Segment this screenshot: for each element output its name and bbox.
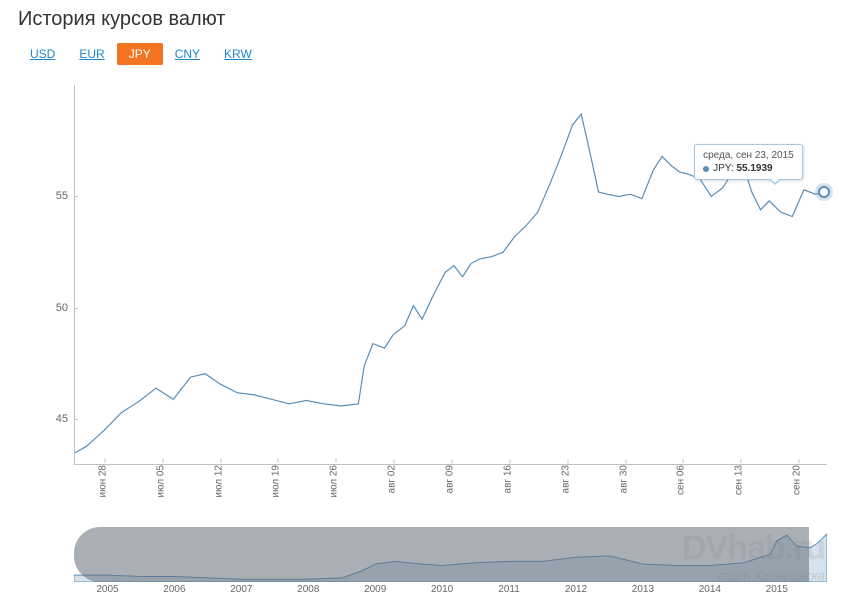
tooltip-dot-icon [703,166,709,172]
tab-jpy[interactable]: JPY [117,43,163,65]
tab-krw[interactable]: KRW [212,43,264,65]
tooltip-arrow-icon [769,179,781,185]
x-tick: авг 09 [445,465,456,493]
chart-container: 455055 среда, сен 23, 2015 JPY: 55.1939 … [18,85,827,515]
hover-marker [818,186,830,198]
y-tick: 55 [18,190,74,202]
x-tick: июл 19 [271,465,282,498]
x-tick: авг 23 [560,465,571,493]
x-tick: июл 12 [213,465,224,498]
tooltip-value: 55.1939 [736,163,772,174]
x-tick: июл 05 [155,465,166,498]
nav-x-tick: 2007 [230,584,252,595]
y-tick: 45 [18,413,74,425]
tab-usd[interactable]: USD [18,43,67,65]
tab-cny[interactable]: CNY [163,43,212,65]
tooltip-value-row: JPY: 55.1939 [703,163,794,174]
x-tick: сен 20 [792,465,803,495]
currency-tabs: USDEURJPYCNYKRW [0,43,845,65]
main-line-svg [75,85,827,464]
navigator-x-axis: 2005 2006 2007 2008 2009 2010 2011 2012 2013 2014… [74,582,827,600]
page-title: История курсов валют [0,0,845,43]
tooltip-date: среда, сен 23, 2015 [703,150,794,161]
nav-x-tick: 2006 [163,584,185,595]
x-tick: сен 13 [734,465,745,495]
tooltip-series: JPY: [713,163,734,174]
nav-x-tick: 2014 [699,584,721,595]
x-tick: авг 16 [502,465,513,493]
nav-x-tick: 2005 [96,584,118,595]
y-tick: 50 [18,302,74,314]
x-axis: июн 28 июл 05 июл 12 июл 19 июл 26 авг 02 авг … [74,465,827,515]
tooltip: среда, сен 23, 2015 JPY: 55.1939 [694,144,803,180]
navigator-chart[interactable] [74,527,827,582]
x-tick: июн 28 [97,465,108,498]
tab-eur[interactable]: EUR [67,43,116,65]
navigator-mask-left[interactable] [74,527,809,582]
x-tick: сен 06 [676,465,687,495]
nav-x-tick: 2010 [431,584,453,595]
y-axis: 45 50 55 [18,85,74,515]
nav-x-tick: 2013 [632,584,654,595]
nav-x-tick: 2008 [297,584,319,595]
nav-x-tick: 2015 [766,584,788,595]
nav-x-tick: 2009 [364,584,386,595]
nav-x-tick: 2012 [565,584,587,595]
x-tick: авг 30 [618,465,629,493]
x-tick: июл 26 [329,465,340,498]
x-tick: авг 02 [387,465,398,493]
nav-x-tick: 2011 [498,584,520,595]
main-chart[interactable]: среда, сен 23, 2015 JPY: 55.1939 [74,85,827,465]
